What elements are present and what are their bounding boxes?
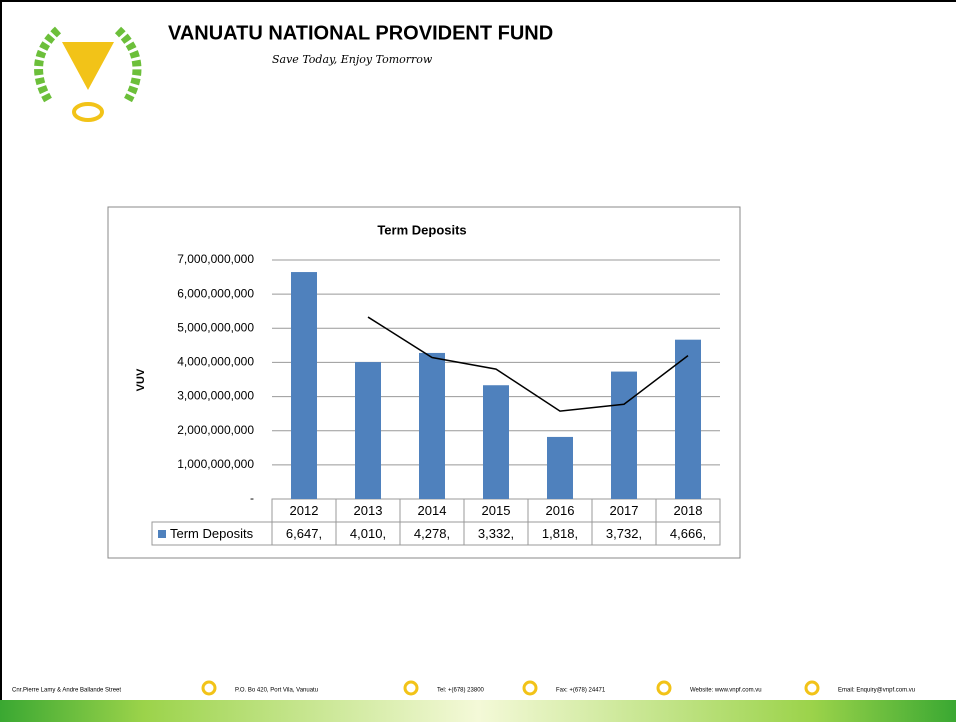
- footer-icon: [522, 680, 538, 696]
- footer-text: Fax: +(678) 24471: [556, 688, 606, 694]
- table-cell: [655, 521, 721, 546]
- chart-title: Term Deposits: [377, 222, 466, 237]
- y-tick-label: 5,000,000,000: [177, 320, 254, 334]
- y-tick-label: 6,000,000,000: [177, 286, 254, 300]
- y-axis-label: VUV: [135, 368, 147, 391]
- y-tick-label: 7,000,000,000: [177, 252, 254, 266]
- x-tick-label: 2012: [290, 503, 319, 518]
- x-tick-label: 2015: [482, 503, 511, 518]
- org-title: VANUATU NATIONAL PROVIDENT FUND: [168, 22, 553, 44]
- bar: [611, 371, 637, 499]
- bar: [355, 362, 381, 499]
- logo: [34, 26, 142, 122]
- y-tick-label: 2,000,000,000: [177, 423, 254, 437]
- tagline: Save Today, Enjoy Tomorrow: [272, 53, 433, 66]
- data-label: 4,278,: [414, 526, 450, 541]
- x-tick-label: 2013: [354, 503, 383, 518]
- footer-text: P.O. Bo 420, Port Vila, Vanuatu: [235, 688, 318, 694]
- y-tick-label: 1,000,000,000: [177, 457, 254, 471]
- data-label: 3,732,: [606, 526, 642, 541]
- footer-icon: [201, 680, 217, 696]
- footer-text: Cnr.Pierre Lamy & Andre Ballande Street: [12, 688, 121, 694]
- footer-text: Tel: +(678) 23800: [437, 688, 485, 694]
- x-tick-label: 2017: [610, 503, 639, 518]
- data-label: 4,666,: [670, 526, 706, 541]
- bar: [291, 272, 317, 499]
- bar: [419, 352, 445, 499]
- legend-label: Term Deposits: [170, 526, 254, 541]
- x-tick-label: 2018: [674, 503, 703, 518]
- y-tick-label: 3,000,000,000: [177, 389, 254, 403]
- data-label: 6,647,: [286, 526, 322, 541]
- bar: [547, 436, 573, 499]
- footer-text: Website: www.vnpf.com.vu: [690, 688, 762, 694]
- y-tick-label: -: [250, 491, 254, 505]
- data-label: 4,010,: [350, 526, 386, 541]
- footer-icon: [804, 680, 820, 696]
- footer-icon: [403, 680, 419, 696]
- footer-text: Email: Enquiry@vnpf.com.vu: [838, 688, 915, 694]
- footer-band: [0, 700, 956, 722]
- bar: [675, 339, 701, 499]
- x-tick-label: 2016: [546, 503, 575, 518]
- trend-line: [367, 316, 689, 412]
- data-label: 1,818,: [542, 526, 578, 541]
- data-label: 3,332,: [478, 526, 514, 541]
- legend-swatch: [158, 530, 166, 538]
- x-tick-label: 2014: [418, 503, 447, 518]
- bar: [483, 385, 509, 499]
- y-tick-label: 4,000,000,000: [177, 355, 254, 369]
- footer-icon: [656, 680, 672, 696]
